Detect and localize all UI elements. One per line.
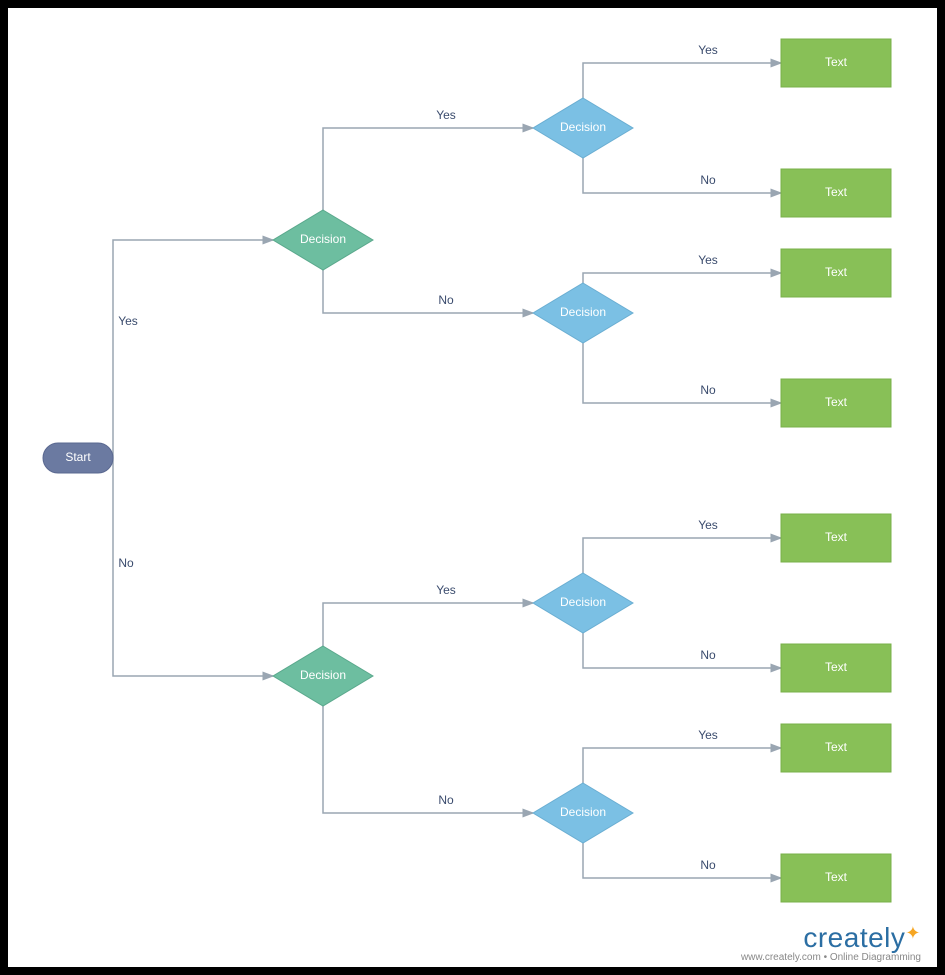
edge-label-d1-d1y: Yes xyxy=(436,108,456,122)
node-label-t7: Text xyxy=(825,740,848,754)
edge-d1-d1y xyxy=(323,128,533,210)
node-label-d2n: Decision xyxy=(560,805,606,819)
edge-d1-d1n xyxy=(323,270,533,313)
node-label-d1n: Decision xyxy=(560,305,606,319)
edge-label-d2n-t8: No xyxy=(700,858,716,872)
edge-label-d2y-t5: Yes xyxy=(698,518,718,532)
node-label-t5: Text xyxy=(825,530,848,544)
bulb-icon: ✦ xyxy=(905,923,921,943)
edge-d2y-t6 xyxy=(583,633,781,668)
outer-frame: Yes No Yes No Yes No Yes No Yes No Yes No Yes No Start… xyxy=(0,0,945,975)
edge-d2y-t5 xyxy=(583,538,781,573)
edge-label-d1n-t4: No xyxy=(700,383,716,397)
edge-label-d2n-t7: Yes xyxy=(698,728,718,742)
edge-d2n-t7 xyxy=(583,748,781,783)
node-d2y: Decision xyxy=(533,573,633,633)
node-t1: Text xyxy=(781,39,891,87)
edge-d2n-t8 xyxy=(583,843,781,878)
edge-d2-d2n xyxy=(323,706,533,813)
node-label-t2: Text xyxy=(825,185,848,199)
edge-d1n-t3 xyxy=(583,273,781,283)
node-d1y: Decision xyxy=(533,98,633,158)
node-label-t1: Text xyxy=(825,55,848,69)
node-t8: Text xyxy=(781,854,891,902)
edge-d1y-t1 xyxy=(583,63,781,98)
edge-label-d1y-t1: Yes xyxy=(698,43,718,57)
edge-label-d2-d2y: Yes xyxy=(436,583,456,597)
node-d1: Decision xyxy=(273,210,373,270)
node-t3: Text xyxy=(781,249,891,297)
node-label-t3: Text xyxy=(825,265,848,279)
node-t2: Text xyxy=(781,169,891,217)
node-d2n: Decision xyxy=(533,783,633,843)
node-label-d2y: Decision xyxy=(560,595,606,609)
node-label-d2: Decision xyxy=(300,668,346,682)
edge-label-d1y-t2: No xyxy=(700,173,716,187)
node-d1n: Decision xyxy=(533,283,633,343)
node-label-t6: Text xyxy=(825,660,848,674)
node-d2: Decision xyxy=(273,646,373,706)
edge-d1y-t2 xyxy=(583,158,781,193)
flowchart-svg: Yes No Yes No Yes No Yes No Yes No Yes No Yes No Start… xyxy=(8,8,937,967)
node-label-t4: Text xyxy=(825,395,848,409)
node-t6: Text xyxy=(781,644,891,692)
edge-label-start-d2: No xyxy=(118,556,134,570)
diagram-canvas: Yes No Yes No Yes No Yes No Yes No Yes No Yes No Start… xyxy=(8,8,937,967)
node-label-start: Start xyxy=(65,450,91,464)
node-t5: Text xyxy=(781,514,891,562)
node-t7: Text xyxy=(781,724,891,772)
edge-label-d2y-t6: No xyxy=(700,648,716,662)
node-label-t8: Text xyxy=(825,870,848,884)
edge-start-d1 xyxy=(113,240,273,458)
node-start: Start xyxy=(43,443,113,473)
node-label-d1y: Decision xyxy=(560,120,606,134)
brand-logo: creately✦ xyxy=(741,924,921,952)
edge-start-d2 xyxy=(113,458,273,676)
edge-label-start-d1: Yes xyxy=(118,314,138,328)
edge-label-d1-d1n: No xyxy=(438,293,454,307)
footer: creately✦ www.creately.com • Online Diag… xyxy=(741,924,921,963)
brand-text: creately xyxy=(803,922,905,953)
edge-d1n-t4 xyxy=(583,343,781,403)
edge-d2-d2y xyxy=(323,603,533,646)
node-t4: Text xyxy=(781,379,891,427)
edge-label-d2-d2n: No xyxy=(438,793,454,807)
brand-tagline: www.creately.com • Online Diagramming xyxy=(741,952,921,963)
edge-label-d1n-t3: Yes xyxy=(698,253,718,267)
node-label-d1: Decision xyxy=(300,232,346,246)
